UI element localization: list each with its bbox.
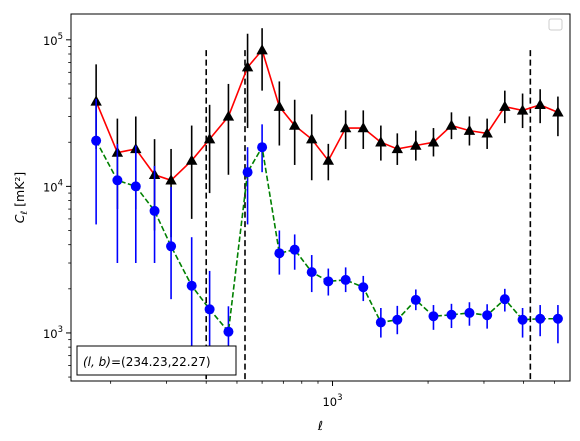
triangle-marker [273, 100, 286, 111]
triangle-marker [516, 104, 529, 115]
triangle-marker [552, 106, 564, 117]
triangle-marker [445, 119, 458, 130]
coordinate-annotation: (l, b)=(234.23,22.27) [76, 345, 237, 376]
circle-marker [323, 276, 334, 287]
annotation-text: (l, b)=(234.23,22.27) [83, 355, 211, 369]
circle-marker [392, 314, 403, 325]
triangle-marker [410, 139, 422, 150]
series-line [95, 140, 558, 334]
circle-marker [517, 314, 528, 325]
circle-marker [428, 311, 439, 322]
triangle-marker [256, 44, 268, 55]
triangle-marker [185, 154, 198, 165]
triangle-marker [463, 124, 476, 135]
triangle-marker [241, 61, 254, 72]
triangle-marker [222, 110, 235, 121]
circle-marker [375, 317, 386, 328]
circle-marker [499, 294, 510, 305]
circle-marker [149, 205, 160, 216]
triangle-marker [203, 133, 216, 144]
circle-marker [340, 274, 351, 285]
circle-marker [274, 248, 285, 259]
triangle-marker [427, 136, 440, 147]
y-tick-label: 105 [43, 32, 63, 48]
triangle-marker [306, 133, 318, 144]
circle-marker [552, 313, 563, 324]
triangle-marker [499, 100, 511, 111]
plot-frame [70, 13, 571, 382]
legend-box [548, 18, 563, 31]
circle-marker [464, 307, 475, 318]
axes: 103 104 105 103 ℓ Cℓ [mK²] [12, 13, 571, 433]
triangle-marker [534, 98, 546, 110]
y-axis-label: Cℓ [mK²] [12, 172, 30, 224]
series-1 [90, 28, 564, 238]
circle-marker [91, 135, 102, 146]
circle-marker [186, 280, 197, 291]
triangle-marker [391, 142, 404, 154]
triangle-marker [375, 136, 387, 147]
circle-marker [289, 244, 300, 255]
circle-marker [482, 310, 493, 321]
circle-marker [223, 326, 234, 337]
data-series [90, 28, 564, 375]
series-2 [91, 98, 563, 375]
y-tick-label: 104 [43, 178, 63, 194]
circle-marker [166, 241, 177, 252]
circle-marker [242, 167, 253, 178]
x-axis-label: ℓ [317, 418, 323, 433]
annotation-box [76, 345, 237, 376]
triangle-marker [288, 119, 301, 130]
circle-marker [446, 309, 457, 320]
triangle-marker [357, 122, 369, 133]
circle-marker [410, 294, 421, 305]
triangle-marker [165, 174, 177, 185]
circle-marker [257, 142, 268, 153]
legend [548, 18, 563, 31]
circle-marker [204, 304, 215, 315]
circle-marker [535, 313, 546, 324]
triangle-marker [339, 122, 352, 133]
circle-marker [112, 175, 123, 186]
triangle-marker [481, 127, 493, 138]
circle-marker [358, 282, 369, 293]
x-tick-label: 103 [322, 393, 342, 409]
triangle-marker [322, 154, 335, 165]
circle-marker [130, 181, 141, 192]
vertical-reference-lines [205, 50, 532, 381]
y-tick-label: 103 [43, 325, 63, 341]
circle-marker [306, 267, 317, 278]
